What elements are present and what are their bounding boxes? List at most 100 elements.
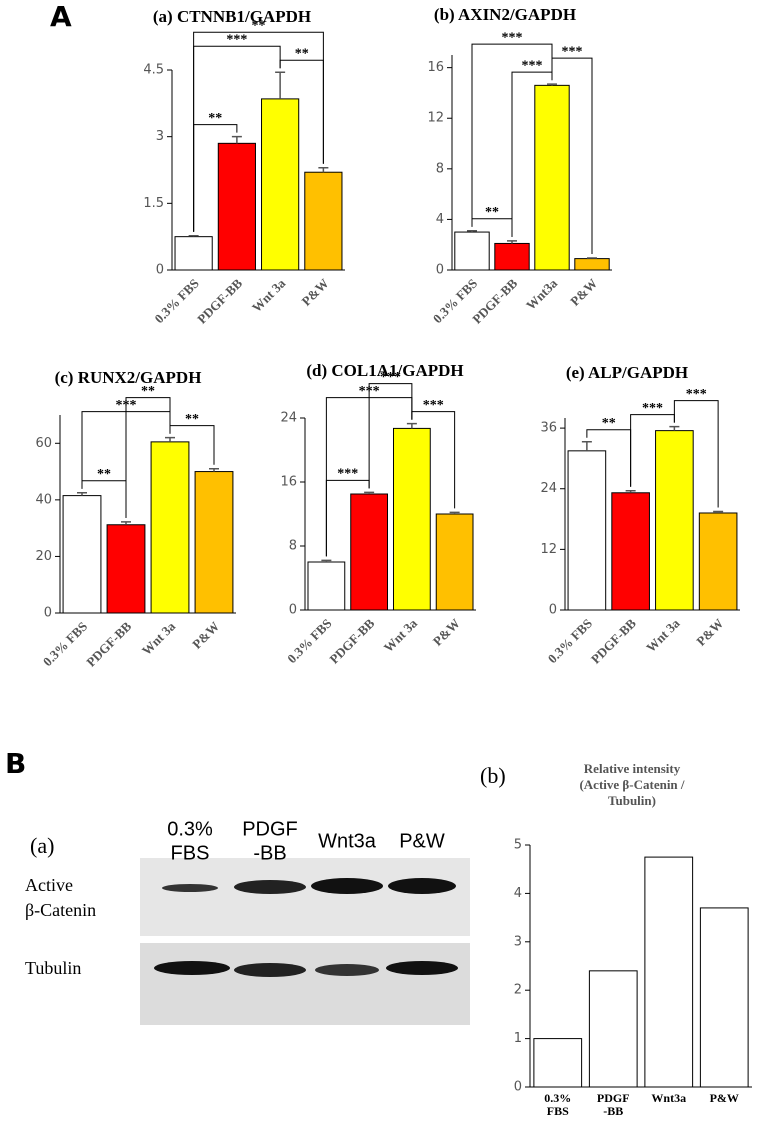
bar	[304, 171, 343, 271]
chart-title: Tubulin)	[608, 793, 656, 808]
blot-band	[162, 884, 218, 892]
significance-label: **	[208, 111, 222, 126]
significance-label: ***	[226, 32, 247, 47]
y-tick-label: 8	[436, 161, 444, 176]
y-tick-label: 24	[280, 411, 297, 426]
x-tick-label: P&W	[430, 616, 463, 649]
y-tick-label: 5	[514, 838, 522, 853]
y-tick-label: 12	[540, 542, 557, 557]
x-tick-label: Wnt 3a	[139, 618, 179, 658]
y-tick-label: 4.5	[143, 63, 164, 78]
y-tick-label: 0	[436, 263, 444, 278]
bar	[534, 84, 570, 271]
x-tick-label: FBS	[547, 1104, 569, 1118]
bar	[150, 441, 190, 614]
significance-label: **	[97, 467, 111, 482]
y-tick-label: 4	[436, 212, 444, 227]
panel-label: (b)	[480, 763, 506, 788]
significance-label: ***	[502, 30, 523, 45]
bar	[644, 856, 694, 1088]
y-tick-label: 8	[289, 539, 297, 554]
y-tick-label: 36	[540, 421, 557, 436]
row-label: Tubulin	[25, 958, 81, 978]
lane-label: PDGF	[242, 818, 298, 840]
blot-membrane	[140, 858, 470, 936]
error-bar	[467, 230, 477, 233]
error-bar	[581, 440, 592, 451]
y-tick-label: 1.5	[143, 196, 164, 211]
error-bar	[449, 511, 460, 514]
x-tick-label: Wnt 3a	[643, 615, 683, 655]
x-tick-label: PDGF-BB	[83, 618, 134, 669]
bar	[567, 450, 607, 611]
blot-band	[154, 961, 230, 975]
significance-label: **	[141, 384, 155, 399]
bar	[392, 427, 431, 611]
significance-label: ***	[337, 467, 358, 482]
x-tick-label: 0.3% FBS	[40, 619, 90, 669]
lane-label: FBS	[171, 842, 210, 864]
significance-label: ***	[423, 398, 444, 413]
significance-label: **	[602, 416, 616, 431]
x-tick-label: P&W	[567, 276, 600, 309]
significance-label: **	[185, 412, 199, 427]
error-bar	[209, 467, 219, 472]
blot-band	[234, 963, 306, 977]
bar	[494, 242, 530, 271]
y-tick-label: 0	[156, 263, 164, 278]
y-tick-label: 2	[514, 983, 522, 998]
y-tick-label: 3	[156, 129, 164, 144]
error-bar	[713, 510, 724, 513]
significance-label: ***	[686, 387, 707, 402]
lane-label: Wnt3a	[318, 830, 377, 852]
bar	[655, 430, 694, 611]
x-tick-label: PDGF-BB	[326, 615, 377, 666]
x-tick-label: 0.3% FBS	[545, 616, 595, 666]
lane-label: P&W	[399, 830, 445, 852]
x-tick-label: 0.3% FBS	[151, 276, 201, 326]
error-bar	[507, 240, 517, 244]
significance-bracket	[125, 397, 171, 518]
significance-label: ***	[380, 370, 401, 385]
x-tick-label: P&W	[693, 616, 726, 649]
bar	[62, 495, 102, 614]
bar	[307, 561, 346, 611]
significance-label: ***	[642, 401, 663, 416]
bar	[435, 513, 474, 611]
y-tick-label: 3	[514, 934, 522, 949]
error-bar	[231, 135, 242, 144]
error-bar	[547, 83, 557, 86]
x-tick-label: P&W	[189, 619, 222, 652]
row-label: Active	[25, 875, 73, 895]
y-tick-label: 0	[514, 1080, 522, 1095]
significance-label: **	[485, 205, 499, 220]
significance-label: **	[295, 46, 309, 61]
error-bar	[625, 490, 636, 493]
bar	[106, 524, 146, 614]
y-tick-label: 1	[514, 1031, 522, 1046]
error-bar	[121, 521, 131, 525]
error-bar	[77, 492, 87, 496]
error-bar	[587, 257, 597, 259]
blot-membrane	[140, 943, 470, 1025]
y-tick-label: 4	[514, 886, 522, 901]
y-tick-label: 0	[289, 603, 297, 618]
x-tick-label: 0.3%	[544, 1091, 571, 1105]
error-bar	[165, 436, 175, 442]
bar	[174, 236, 213, 271]
lane-label: 0.3%	[167, 818, 213, 840]
bar	[611, 492, 650, 611]
x-tick-label: P&W	[710, 1091, 739, 1105]
y-tick-label: 0	[44, 606, 52, 621]
significance-bracket	[673, 400, 719, 508]
error-bar	[364, 491, 375, 494]
chart-title: (d) COL1A1/GAPDH	[306, 361, 463, 380]
significance-bracket	[193, 31, 324, 232]
x-tick-label: Wnt 3a	[381, 615, 421, 655]
western-blot	[140, 858, 470, 1025]
chart-title: (b) AXIN2/GAPDH	[434, 5, 576, 24]
error-bar	[669, 425, 680, 431]
y-tick-label: 16	[280, 475, 297, 490]
blot-band	[311, 878, 383, 894]
